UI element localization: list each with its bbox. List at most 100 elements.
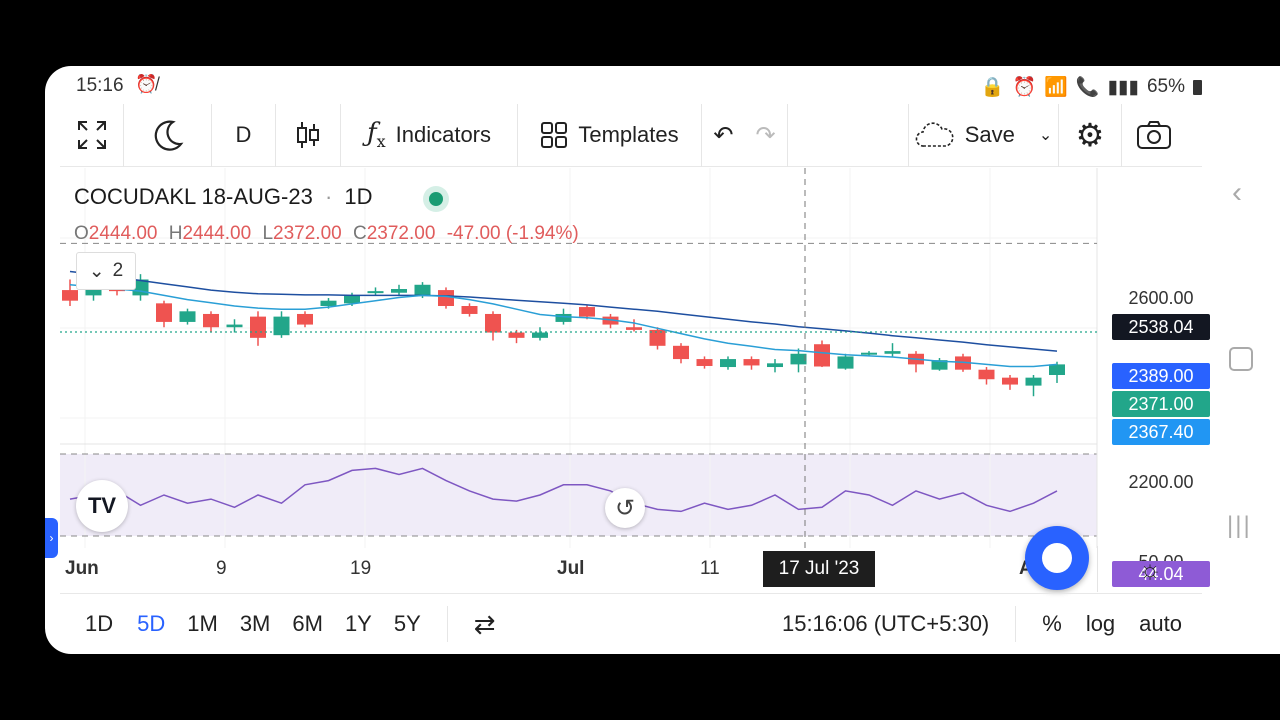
market-status-dot — [423, 186, 449, 212]
high-key: H — [168, 223, 183, 244]
range-1y[interactable]: 1Y — [344, 611, 372, 636]
candle-body — [156, 303, 172, 322]
range-1d[interactable]: 1D — [85, 611, 114, 636]
templates-icon — [541, 122, 568, 148]
candle-body — [391, 289, 407, 293]
camera-icon — [1136, 121, 1171, 149]
ma-slow-line — [69, 270, 1058, 352]
close-value: 2372.00 — [366, 223, 436, 244]
clock-time[interactable]: 15:16:06 (UTC+5:30) — [781, 611, 990, 636]
interval-label: D — [235, 122, 252, 147]
indicators-button[interactable]: ƒx Indicators — [341, 103, 518, 167]
candle-body — [720, 359, 736, 368]
interval-button[interactable]: D — [212, 103, 276, 167]
ma-fast-line — [69, 284, 1058, 368]
snapshot-button[interactable] — [1122, 104, 1185, 167]
side-expand-tab[interactable]: › — [45, 518, 58, 558]
bottom-bar: 1D 5D 1M 3M 6M 1Y 5Y ⇄ 15:16:06 (UTC+5:3… — [60, 593, 1202, 654]
time-tick-jun: Jun — [65, 558, 99, 579]
log-toggle[interactable]: log — [1085, 611, 1116, 636]
indicators-collapse-button[interactable]: ⌄ 2 — [76, 252, 136, 290]
save-label: Save — [964, 122, 1015, 147]
fx-icon: ƒx — [366, 118, 386, 152]
candle-body — [861, 352, 877, 355]
candle-body — [696, 359, 713, 366]
last-price-label: 2371.00 — [1112, 391, 1210, 417]
candles — [62, 274, 1065, 397]
home-icon[interactable] — [1229, 347, 1253, 371]
chart-area[interactable]: COCUDAKL 18-AUG-23 · 1D O2444.00 H2444.0… — [60, 168, 1210, 600]
sun-icon: ☼ — [1138, 553, 1162, 584]
rsi-value-label: 44.04 — [1112, 561, 1210, 587]
battery-icon — [1193, 79, 1202, 95]
signal-icon: ▮▮▮ — [1107, 76, 1139, 98]
rsi-line — [69, 467, 1058, 513]
range-5d[interactable]: 5D — [137, 611, 166, 636]
redo-icon[interactable]: ↷ — [755, 121, 776, 149]
candle-body — [743, 359, 760, 366]
legend-symbol-text: COCUDAKL 18-AUG-23 — [74, 184, 313, 209]
candle-body — [62, 290, 78, 301]
percent-toggle[interactable]: % — [1042, 611, 1062, 636]
app-window: 15:16 ⏰̸ 🔒 ⏰ 📶 📞 ▮▮▮ 65% D ƒx Indicators — [45, 66, 1280, 654]
low-key: L — [262, 223, 274, 244]
chart-type-button[interactable] — [276, 103, 341, 167]
top-toolbar: D ƒx Indicators Templates ↶ ↷ Save ⌄ ⚙ — [60, 103, 1202, 167]
price-tick-2200: 2200.00 — [1128, 472, 1194, 492]
open-key: O — [74, 223, 89, 244]
gear-icon: ⚙ — [1075, 117, 1105, 153]
status-bar: 15:16 ⏰̸ 🔒 ⏰ 📶 📞 ▮▮▮ 65% — [45, 66, 1280, 104]
range-5y[interactable]: 5Y — [393, 611, 421, 636]
cloud-icon — [915, 122, 954, 147]
reset-chart-button[interactable]: ↺ — [605, 488, 645, 528]
save-button[interactable]: Save ⌄ — [909, 103, 1059, 167]
candle-body — [673, 345, 689, 360]
chart-canvas[interactable] — [60, 168, 1202, 600]
alarm-icon: ⏰ — [1012, 77, 1037, 98]
candle-body — [461, 306, 478, 314]
candle-body — [179, 311, 196, 322]
candle-body — [649, 329, 666, 346]
ma-fast-price-label: 2367.40 — [1112, 419, 1210, 445]
time-axis[interactable]: Jun 9 19 Jul 11 A 17 Jul '23 ☼ — [60, 526, 1202, 592]
ma-slow-price-label: 2389.00 — [1112, 363, 1210, 389]
date-range-icon[interactable]: ⇄ — [473, 608, 496, 639]
back-icon[interactable]: ‹ — [1232, 176, 1242, 209]
rsi-background — [60, 454, 1097, 536]
templates-button[interactable]: Templates — [518, 103, 702, 167]
tradingview-logo[interactable]: TV — [76, 480, 128, 532]
settings-button[interactable]: ⚙ — [1059, 103, 1122, 167]
range-1m[interactable]: 1M — [187, 611, 218, 636]
divider — [1015, 606, 1017, 642]
toolbar-spacer — [788, 103, 909, 167]
range-3m[interactable]: 3M — [239, 611, 271, 636]
recents-icon[interactable]: ||| — [1227, 512, 1252, 539]
candle-body — [438, 290, 454, 306]
candle-body — [955, 356, 971, 370]
range-6m[interactable]: 6M — [292, 611, 323, 636]
candle-body — [602, 316, 619, 325]
candle-body — [320, 300, 337, 306]
axis-settings-button[interactable]: ☼ — [1097, 546, 1202, 592]
status-icons: 🔒 ⏰ 📶 📞 ▮▮▮ 65% — [981, 75, 1202, 99]
candle-body — [814, 344, 830, 367]
candle-body — [1049, 364, 1065, 375]
alarm-off-icon: ⏰̸ — [135, 74, 158, 94]
undo-icon[interactable]: ↶ — [713, 121, 734, 149]
candle-body — [626, 327, 642, 330]
fullscreen-button[interactable] — [60, 103, 124, 167]
auto-toggle[interactable]: auto — [1139, 611, 1182, 636]
wifi-icon: 📶 — [1044, 77, 1068, 98]
undo-redo-group: ↶ ↷ — [702, 103, 788, 167]
candle-body — [250, 316, 266, 338]
time-tick-19: 19 — [350, 558, 372, 579]
floating-action-button[interactable] — [1025, 526, 1089, 590]
open-value: 2444.00 — [88, 223, 158, 244]
reset-icon: ↺ — [614, 494, 636, 522]
theme-toggle-button[interactable] — [124, 103, 212, 167]
legend-symbol[interactable]: COCUDAKL 18-AUG-23 · 1D — [74, 184, 373, 210]
crosshair-price-label: 2538.04 — [1112, 314, 1210, 340]
ohlc-legend: O2444.00 H2444.00 L2372.00 C2372.00 -47.… — [74, 223, 579, 245]
candle-body — [931, 360, 948, 370]
candle-body — [884, 351, 901, 354]
